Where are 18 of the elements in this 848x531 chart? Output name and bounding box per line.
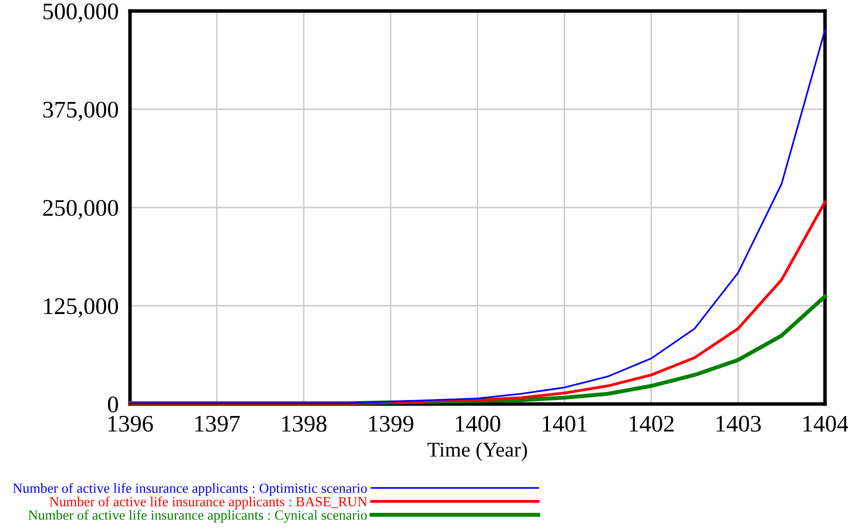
x-tick-label: 1404 (803, 416, 848, 432)
x-axis-title: Time (Year) (428, 442, 527, 461)
y-tick-label: 250,000 (43, 200, 118, 220)
text: Number of active life insurance applicants : Cynical scenario (28, 510, 367, 523)
x-tick-label: 1397 (195, 416, 240, 432)
y-tick-label: 375,000 (43, 102, 118, 122)
x-tick-label: 1403 (716, 416, 761, 432)
x-tick-label: 1399 (369, 416, 414, 432)
x-tick-label: 1402 (630, 416, 674, 432)
x-tick-label: 1396 (108, 416, 153, 432)
x-tick-label: 1398 (282, 416, 326, 432)
y-tick-label: 125,000 (44, 298, 118, 318)
x-tick-label: 1401 (542, 416, 587, 432)
text: Number of active life insurance applicants : BASE_RUN (50, 496, 368, 510)
x-tick-label: 1400 (456, 416, 500, 432)
y-tick-label: 500,000 (44, 3, 118, 23)
text: Number of active life insurance applicants : Optimistic scenario (12, 483, 367, 496)
y-tick-label: 0 (108, 396, 118, 412)
